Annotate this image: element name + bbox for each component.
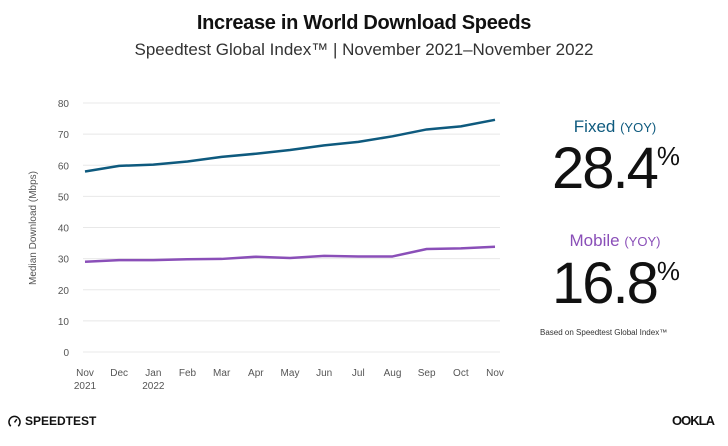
mobile-value-number: 16.8 — [551, 251, 659, 316]
mobile-label-text: Mobile — [569, 231, 620, 250]
x-tick-label: Sep — [418, 368, 436, 379]
x-tick-label: Feb — [179, 368, 197, 379]
x-tick-label: Jun — [316, 368, 332, 379]
speedtest-brand-text: SPEEDTEST — [25, 414, 97, 428]
x-tick-label: Nov — [486, 368, 504, 379]
mobile-series-line — [84, 245, 496, 263]
x-tick-year-label: 2022 — [142, 381, 165, 392]
x-tick-label: Jul — [352, 368, 365, 379]
y-tick-label: 70 — [58, 130, 70, 141]
x-tick-label: Oct — [453, 368, 469, 379]
y-tick-label: 50 — [58, 192, 70, 203]
y-tick-label: 40 — [58, 224, 70, 235]
fixed-value: 28.4% — [520, 135, 710, 202]
x-tick-label: Jan — [145, 368, 161, 379]
x-tick-label: May — [281, 368, 300, 379]
x-tick-label: Dec — [110, 368, 128, 379]
speedtest-logo: SPEEDTEST — [8, 414, 96, 428]
gauge-icon — [8, 415, 21, 427]
fixed-value-number: 28.4 — [551, 136, 659, 201]
ookla-logo: OOKLA — [672, 413, 715, 428]
fixed-value-unit: % — [656, 141, 680, 171]
chart-subtitle: Speedtest Global Index™ | November 2021–… — [134, 40, 594, 59]
x-tick-label: Nov — [76, 368, 94, 379]
mobile-value: 16.8% — [520, 250, 710, 317]
y-tick-label: 80 — [58, 99, 70, 110]
fixed-label: Fixed (YOY) — [520, 117, 710, 137]
fixed-series-line — [84, 118, 496, 173]
y-axis-label: Median Download (Mbps) — [28, 171, 39, 285]
chart-title: Increase in World Download Speeds — [196, 12, 532, 34]
fixed-yoy: (YOY) — [620, 120, 657, 135]
fixed-label-text: Fixed — [573, 117, 616, 136]
x-tick-label: Aug — [384, 368, 402, 379]
x-tick-label: Apr — [248, 368, 264, 379]
source-note: Based on Speedtest Global Index™ — [540, 328, 668, 337]
x-tick-year-label: 2021 — [74, 381, 97, 392]
y-tick-label: 0 — [63, 348, 69, 359]
mobile-label: Mobile (YOY) — [520, 231, 710, 251]
mobile-yoy: (YOY) — [624, 234, 661, 249]
y-tick-label: 20 — [58, 286, 70, 297]
y-tick-label: 30 — [58, 255, 70, 266]
y-tick-label: 10 — [58, 317, 70, 328]
mobile-value-unit: % — [656, 256, 680, 286]
x-tick-label: Mar — [213, 368, 231, 379]
y-tick-label: 60 — [58, 161, 70, 172]
